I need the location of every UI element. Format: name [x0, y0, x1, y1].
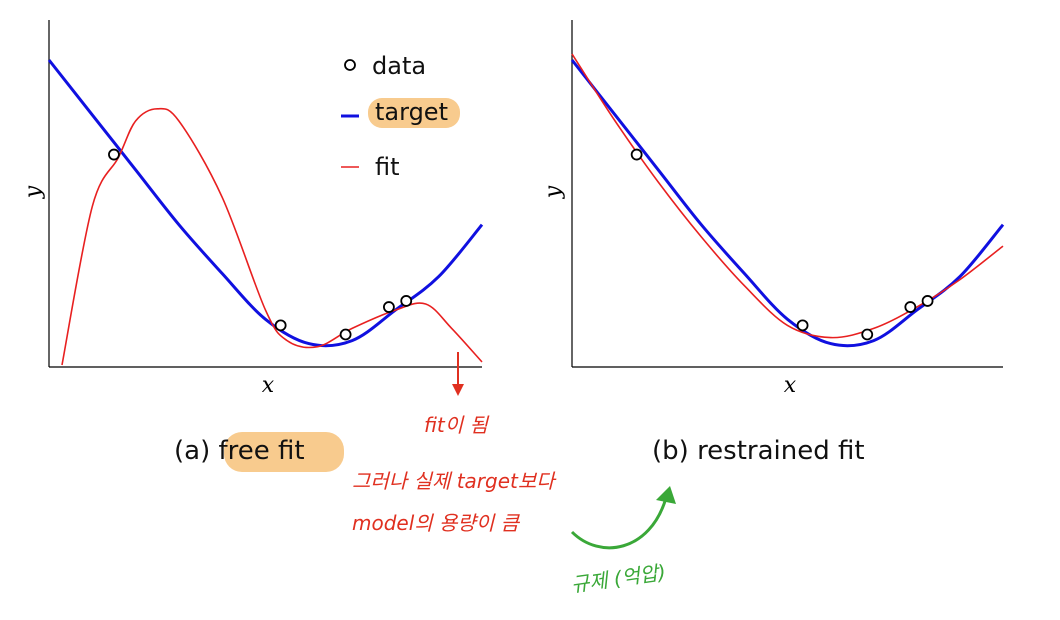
annotations: fit이 됨 그러나 실제 target보다 model의 용량이 큼 규제 (… — [352, 352, 676, 597]
annotation-green-arrow-line — [570, 497, 668, 550]
panel-b-data-points — [630, 148, 934, 341]
panel-a-data-point — [108, 148, 120, 161]
panel-a-ylabel: y — [21, 185, 46, 199]
annotation-note-line2: model의 용량이 큼 — [352, 511, 521, 535]
panel-a-xlabel: x — [262, 373, 275, 398]
annotation-green-arrow-head — [656, 486, 676, 504]
annotation-note-line1: 그러나 실제 target보다 — [352, 469, 557, 493]
panel-b-data-point — [630, 148, 643, 161]
panel-a-caption: (a) free fit — [174, 436, 305, 466]
panel-b-caption: (b) restrained fit — [652, 436, 865, 466]
panel-a-data-point — [339, 328, 352, 341]
panel-b-target-curve — [570, 59, 1005, 348]
panel-b: x y (b) restrained fit — [541, 20, 1005, 466]
legend: data target fit — [341, 52, 460, 181]
panel-a-data-point — [383, 301, 395, 313]
panel-b-data-point — [861, 328, 874, 341]
panel-a: x y data target fit (a) free fit — [21, 20, 484, 472]
panel-a-data-points — [108, 148, 413, 341]
panel-b-data-point — [921, 295, 934, 307]
panel-b-xlabel: x — [784, 373, 797, 398]
panel-a-data-point — [274, 319, 287, 332]
panel-b-data-point — [904, 301, 917, 313]
legend-data-label: data — [372, 52, 426, 80]
annotation-fit-note: fit이 됨 — [424, 413, 490, 437]
annotation-red-arrow-head — [452, 384, 464, 396]
panel-a-data-point — [400, 295, 413, 307]
panel-a-fit-curve — [61, 107, 483, 366]
panel-b-data-point — [796, 319, 809, 332]
legend-fit-label: fit — [375, 153, 400, 181]
annotation-green-note: 규제 (억압) — [569, 560, 667, 597]
panel-b-ylabel: y — [541, 185, 566, 199]
caption-a-highlight — [224, 432, 344, 472]
legend-target-label: target — [375, 98, 448, 126]
legend-target-highlight — [368, 98, 460, 128]
legend-data-marker — [344, 59, 356, 71]
